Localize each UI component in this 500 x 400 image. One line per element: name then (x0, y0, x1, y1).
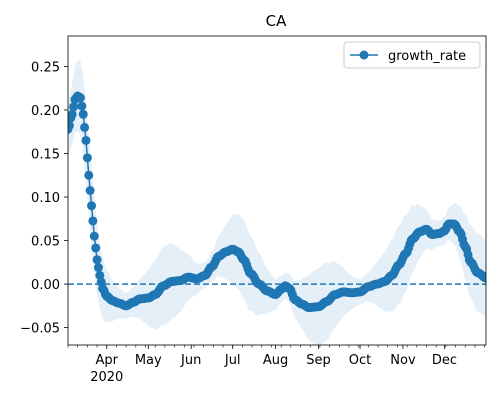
data-point (87, 201, 97, 211)
legend: growth_rate (343, 41, 481, 69)
data-point (85, 186, 95, 195)
data-point (75, 93, 85, 103)
data-point (77, 101, 87, 111)
y-tick-label: 0.20 (31, 104, 60, 119)
confidence-band (68, 60, 486, 345)
y-tick-label: −0.05 (20, 322, 60, 337)
x-tick-label: Dec (432, 353, 457, 368)
data-point (481, 273, 486, 283)
x-tick-label: Jul (224, 353, 241, 368)
data-point (82, 153, 92, 163)
x-tick-label: May (135, 353, 162, 368)
series-markers (68, 91, 486, 313)
legend-box (343, 41, 481, 69)
axes: −0.05 0.00 0.05 0.10 0.15 0.20 0.25 Apr 2020 May J… (20, 35, 487, 385)
x-tick-label: Aug (263, 353, 288, 368)
y-tick-label: 0.15 (31, 148, 60, 163)
chart-title: CA (266, 12, 287, 30)
data-point (93, 263, 103, 273)
y-tick-label: 0.00 (31, 278, 60, 293)
x-tick-year-label: 2020 (90, 370, 123, 385)
data-point (91, 243, 101, 253)
data-point (68, 109, 77, 119)
series-line (68, 95, 486, 309)
data-point (69, 102, 79, 112)
legend-marker (359, 50, 369, 60)
data-point (68, 120, 74, 130)
data-point (80, 122, 90, 132)
x-tick-label: Apr (96, 353, 119, 368)
plot-area (68, 60, 486, 345)
plot-content (68, 60, 486, 345)
legend-label: growth_rate (388, 49, 466, 64)
y-tick-label: 0.25 (31, 60, 60, 75)
data-point (88, 216, 98, 226)
plot-frame (67, 35, 487, 346)
x-tick-label: Jun (180, 353, 201, 368)
x-tick-label: Nov (390, 353, 416, 368)
x-tick-label: Oct (349, 353, 371, 368)
data-point (78, 109, 88, 119)
x-tick-label: Sep (306, 353, 331, 368)
data-point (84, 170, 94, 180)
y-tick-label: 0.10 (31, 191, 60, 206)
data-point (81, 135, 91, 145)
data-point (89, 231, 99, 241)
data-point (92, 255, 102, 265)
y-tick-label: 0.05 (31, 235, 60, 250)
